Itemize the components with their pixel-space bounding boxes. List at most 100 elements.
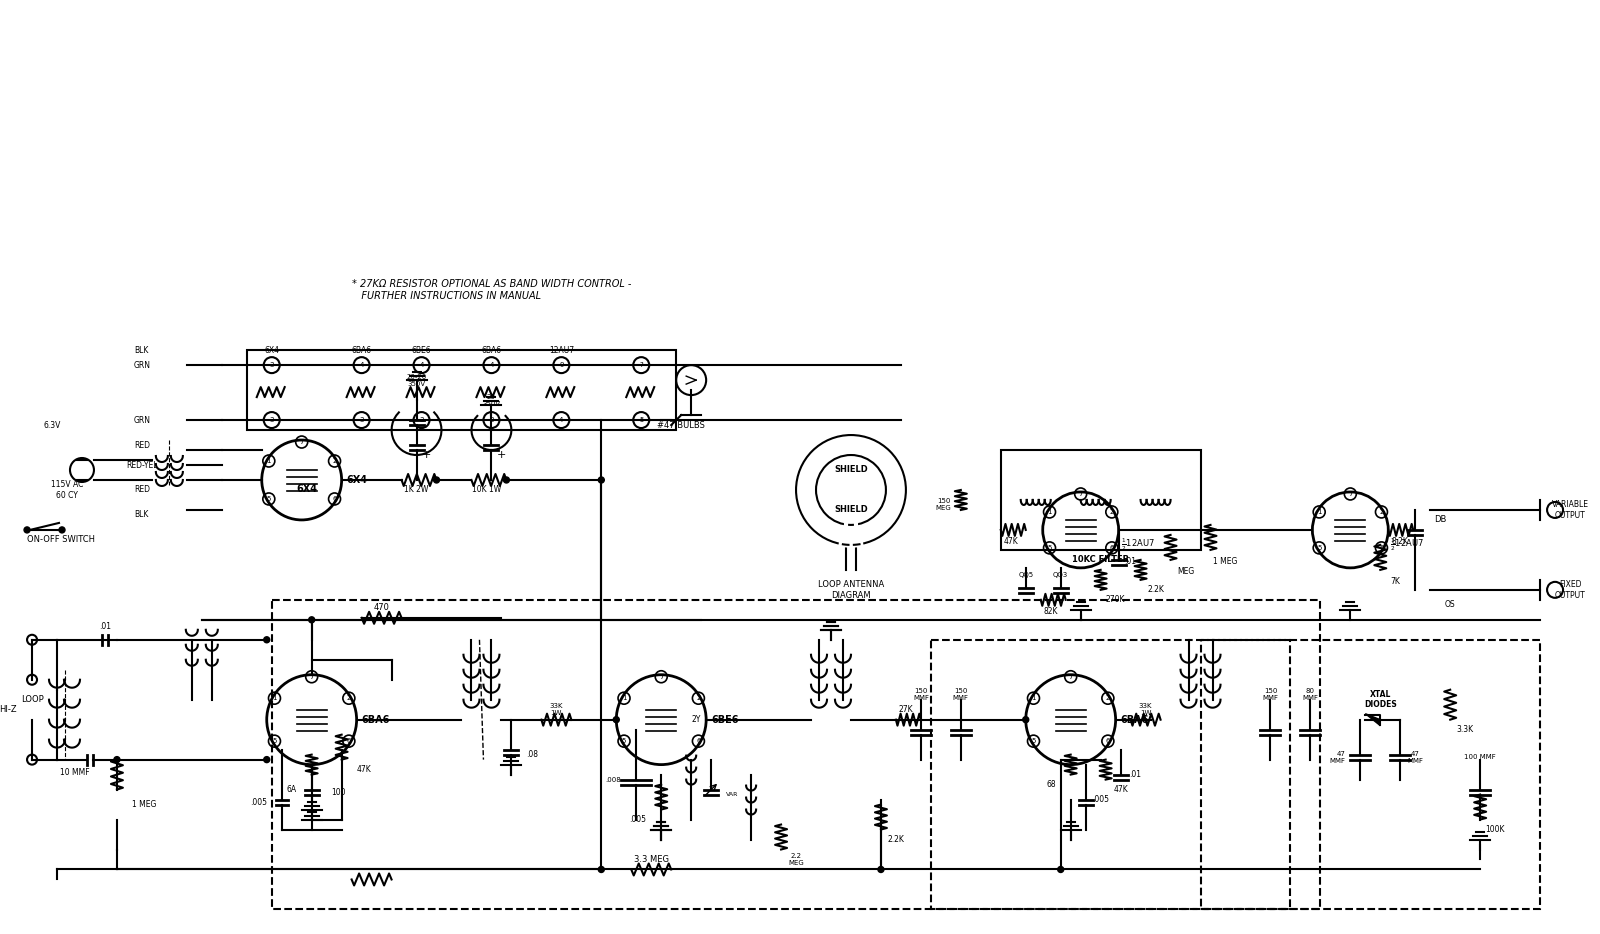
Text: 1: 1	[622, 695, 626, 701]
Text: 2.2K: 2.2K	[1147, 586, 1165, 594]
Circle shape	[114, 757, 120, 763]
Text: +: +	[496, 450, 506, 460]
Text: 4: 4	[419, 362, 424, 368]
Text: 5: 5	[638, 417, 643, 423]
Text: .01: .01	[99, 622, 110, 631]
Text: 6A: 6A	[286, 785, 296, 794]
Text: $\frac{1}{2}$12AU7: $\frac{1}{2}$12AU7	[1120, 537, 1155, 553]
Text: BLK: BLK	[134, 511, 149, 519]
Text: 3: 3	[269, 362, 274, 368]
Text: 3.3K: 3.3K	[1456, 725, 1474, 734]
Text: 9: 9	[558, 362, 563, 368]
Text: 150
MMF: 150 MMF	[1262, 688, 1278, 701]
Text: 6: 6	[1109, 545, 1114, 551]
Text: 47
MMF: 47 MMF	[1408, 751, 1424, 764]
Text: 4: 4	[360, 362, 363, 368]
Text: $\frac{1}{2}$12AU7: $\frac{1}{2}$12AU7	[1390, 537, 1424, 553]
Text: .08: .08	[526, 750, 538, 759]
Text: GRN: GRN	[133, 361, 150, 370]
Text: 8.2K: 8.2K	[1392, 537, 1408, 546]
Text: 3: 3	[419, 417, 424, 423]
Text: RED: RED	[134, 486, 150, 494]
Text: HI-Z: HI-Z	[0, 705, 18, 715]
Text: 3: 3	[360, 417, 363, 423]
Text: 6X4: 6X4	[347, 475, 368, 485]
Text: XTAL
DIODES: XTAL DIODES	[1363, 690, 1397, 710]
Text: 20
350V: 20 350V	[482, 393, 501, 406]
Text: 6BA6: 6BA6	[352, 346, 371, 355]
Bar	[931, 640, 1291, 910]
Text: 10 MMF: 10 MMF	[61, 768, 90, 777]
Text: 5: 5	[272, 738, 277, 744]
Text: 100: 100	[331, 788, 346, 797]
Text: 3: 3	[490, 417, 494, 423]
Text: BLK: BLK	[134, 346, 149, 355]
Text: 270K: 270K	[1106, 595, 1125, 604]
Text: 6: 6	[696, 738, 701, 744]
Text: 6: 6	[347, 738, 350, 744]
Text: * 27KΩ RESISTOR OPTIONAL AS BAND WIDTH CONTROL -
   FURTHER INSTRUCTIONS IN MANU: * 27KΩ RESISTOR OPTIONAL AS BAND WIDTH C…	[352, 279, 630, 301]
Text: 47K: 47K	[357, 765, 371, 774]
Circle shape	[613, 716, 619, 723]
Text: 47K: 47K	[1114, 785, 1128, 794]
Circle shape	[24, 527, 30, 533]
Text: 82K: 82K	[1043, 607, 1058, 616]
Text: 1K 2W: 1K 2W	[405, 486, 429, 494]
Text: 7: 7	[1069, 673, 1074, 680]
Text: 7K: 7K	[1390, 577, 1400, 587]
Text: 5: 5	[1032, 738, 1035, 744]
Text: 5: 5	[267, 496, 270, 502]
Text: 2: 2	[1379, 509, 1384, 515]
Text: RED: RED	[134, 441, 150, 449]
Text: 1 MEG: 1 MEG	[131, 800, 157, 809]
Text: 3: 3	[269, 417, 274, 423]
Text: FIXED
OUTPUT: FIXED OUTPUT	[1555, 580, 1586, 600]
Bar	[272, 600, 1320, 910]
Text: 150
MMF: 150 MMF	[954, 688, 970, 701]
Text: QQ5: QQ5	[1018, 572, 1034, 578]
Text: 2: 2	[347, 695, 350, 701]
Text: 1: 1	[1048, 509, 1051, 515]
Text: 6.3V: 6.3V	[43, 420, 61, 430]
Text: MEG: MEG	[1178, 567, 1194, 576]
Text: 1: 1	[272, 695, 277, 701]
Text: 1: 1	[1317, 509, 1322, 515]
Text: .005: .005	[250, 798, 267, 807]
Text: 47
MMF: 47 MMF	[1330, 751, 1346, 764]
Text: 115V AC
60 CY: 115V AC 60 CY	[51, 480, 83, 500]
Text: 80
MMF: 80 MMF	[1302, 688, 1318, 701]
Circle shape	[1058, 867, 1064, 872]
Text: 7: 7	[659, 673, 664, 680]
Text: RED-YEL: RED-YEL	[126, 460, 158, 470]
Text: .005: .005	[1093, 795, 1109, 804]
Text: 33K
1W: 33K 1W	[1139, 703, 1152, 716]
Text: 2.2
MEG: 2.2 MEG	[789, 853, 803, 866]
Text: 100K: 100K	[1485, 825, 1506, 834]
Text: 33K
1W: 33K 1W	[550, 703, 563, 716]
Text: 1 MEG: 1 MEG	[1213, 558, 1238, 566]
Text: 6: 6	[1379, 545, 1384, 551]
Circle shape	[504, 477, 509, 483]
Text: 20-20
350V: 20-20 350V	[406, 374, 427, 387]
Text: SHIELD: SHIELD	[834, 505, 867, 515]
Circle shape	[1022, 716, 1029, 723]
Text: VARIABLE
OUTPUT: VARIABLE OUTPUT	[1552, 501, 1589, 519]
Text: +: +	[422, 450, 432, 460]
Bar	[246, 350, 677, 430]
Text: 5: 5	[622, 738, 626, 744]
Text: 3.3 MEG: 3.3 MEG	[634, 855, 669, 864]
Text: 6BA6: 6BA6	[482, 346, 501, 355]
Text: 47K: 47K	[1003, 537, 1018, 546]
Text: SHIELD: SHIELD	[834, 465, 867, 474]
Text: 150
MMF: 150 MMF	[914, 688, 930, 701]
Circle shape	[598, 867, 605, 872]
Text: 7: 7	[1078, 491, 1083, 497]
Text: 12AU7: 12AU7	[549, 346, 574, 355]
Text: 150
MEG: 150 MEG	[934, 499, 950, 512]
Text: 470: 470	[374, 603, 389, 613]
Circle shape	[59, 527, 66, 533]
Text: .008: .008	[605, 776, 621, 783]
Text: 27K: 27K	[899, 705, 914, 715]
Text: 6BE6: 6BE6	[411, 346, 432, 355]
Text: 6X4: 6X4	[296, 484, 317, 506]
